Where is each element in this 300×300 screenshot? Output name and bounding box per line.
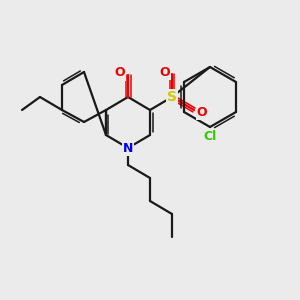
- Text: N: N: [123, 142, 133, 154]
- Text: S: S: [167, 90, 177, 104]
- Text: O: O: [160, 65, 170, 79]
- Text: O: O: [115, 67, 125, 80]
- Text: Cl: Cl: [203, 130, 217, 143]
- Text: O: O: [197, 106, 207, 118]
